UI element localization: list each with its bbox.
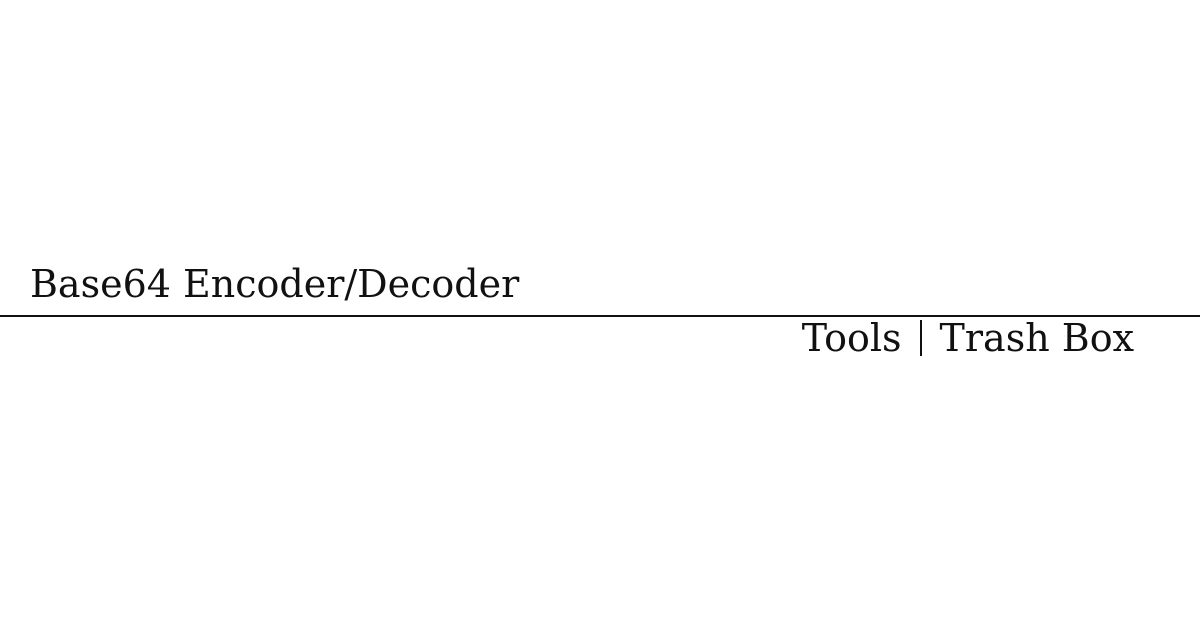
breadcrumb-separator	[919, 320, 922, 356]
page-title: Base64 Encoder/Decoder	[30, 262, 520, 306]
breadcrumb-site: Trash Box	[939, 316, 1134, 360]
breadcrumb-section: Tools	[801, 316, 902, 360]
breadcrumb: Tools Trash Box	[802, 316, 1134, 360]
divider	[0, 315, 1200, 317]
